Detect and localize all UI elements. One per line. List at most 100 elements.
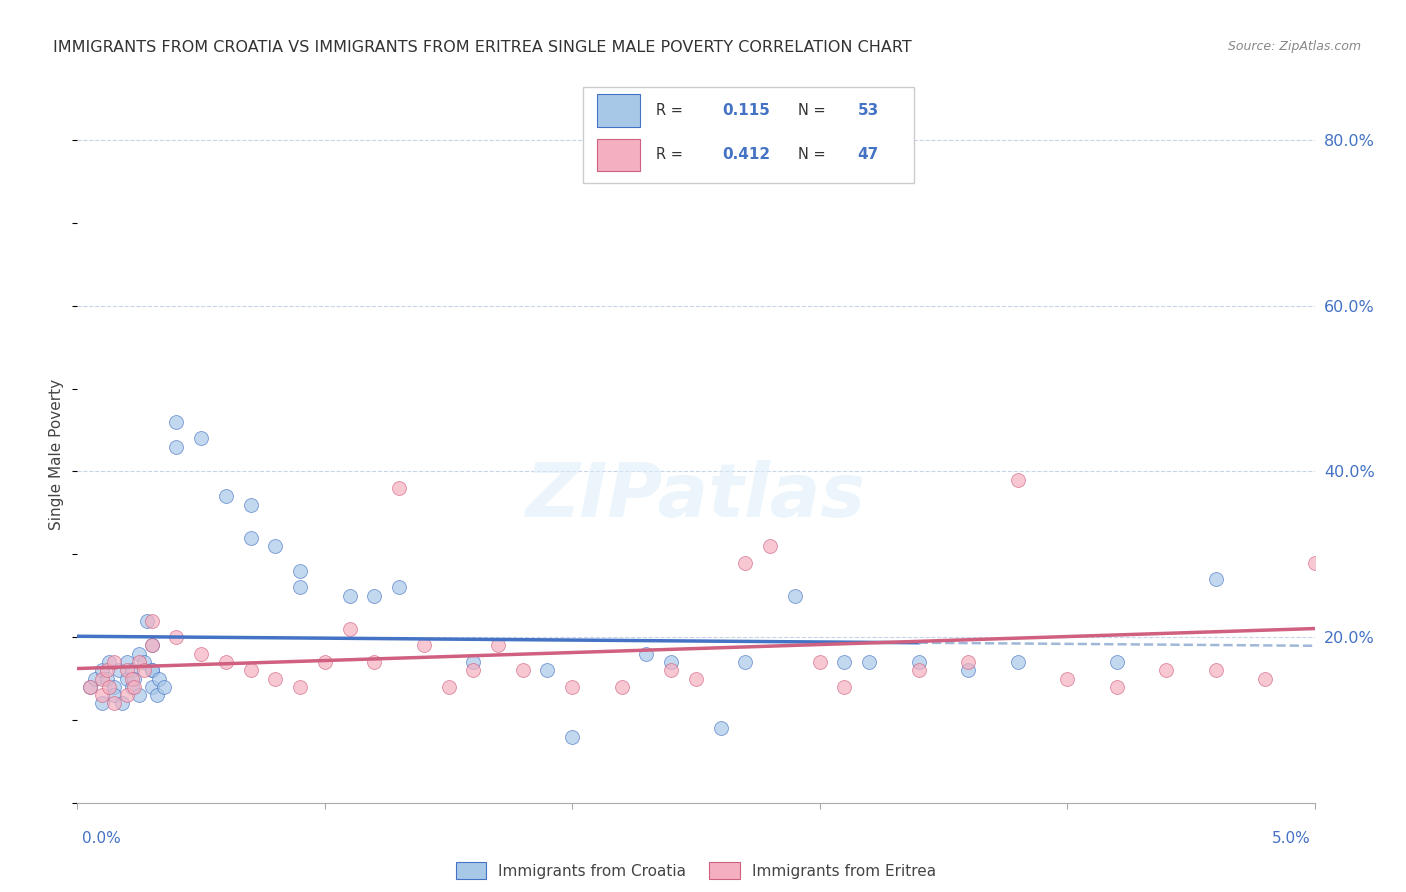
Point (91, 672, 114, 686)
Point (98, 680, 121, 694)
Point (1205, 572, 1227, 586)
Point (834, 655, 856, 669)
FancyBboxPatch shape (583, 87, 914, 183)
Point (1056, 672, 1078, 686)
Point (91, 663, 114, 677)
Point (103, 680, 125, 694)
Point (134, 663, 156, 677)
Point (103, 655, 125, 669)
Point (388, 581, 411, 595)
Point (91, 688, 114, 702)
Point (141, 680, 163, 694)
Point (141, 639, 163, 653)
Point (141, 663, 163, 677)
Text: N =: N = (799, 147, 825, 162)
Point (91, 697, 114, 711)
Point (111, 697, 134, 711)
Point (121, 663, 143, 677)
Point (145, 688, 167, 702)
Point (437, 680, 460, 694)
Point (215, 655, 238, 669)
Text: R =: R = (657, 147, 683, 162)
Point (128, 655, 150, 669)
Point (561, 680, 583, 694)
Point (734, 655, 756, 669)
Point (858, 655, 880, 669)
Point (463, 663, 485, 677)
Point (165, 415, 187, 429)
Point (141, 614, 163, 628)
Text: R =: R = (657, 103, 683, 118)
Text: 5.0%: 5.0% (1271, 831, 1310, 846)
Point (834, 680, 856, 694)
Point (96, 672, 118, 686)
Point (957, 663, 980, 677)
Point (115, 688, 138, 702)
Point (1105, 655, 1128, 669)
Point (561, 730, 583, 744)
Point (264, 672, 287, 686)
Point (215, 489, 238, 503)
Point (339, 622, 361, 636)
Point (288, 581, 311, 595)
Point (103, 688, 125, 702)
Point (734, 556, 756, 570)
Point (134, 655, 156, 669)
Point (536, 663, 558, 677)
Point (363, 655, 385, 669)
Point (412, 639, 434, 653)
Text: N =: N = (799, 103, 825, 118)
Text: Source: ZipAtlas.com: Source: ZipAtlas.com (1227, 40, 1361, 54)
Point (121, 680, 143, 694)
Point (165, 440, 187, 454)
Point (659, 655, 682, 669)
Point (239, 498, 262, 512)
Point (685, 672, 707, 686)
Text: 0.115: 0.115 (723, 103, 770, 118)
Point (98, 655, 121, 669)
Point (759, 539, 782, 553)
Bar (596, 138, 640, 171)
Point (121, 672, 143, 686)
Point (115, 672, 138, 686)
Point (190, 647, 212, 661)
Point (96, 663, 118, 677)
Point (141, 663, 163, 677)
Point (610, 680, 633, 694)
Point (783, 589, 806, 603)
Text: IMMIGRANTS FROM CROATIA VS IMMIGRANTS FROM ERITREA SINGLE MALE POVERTY CORRELATI: IMMIGRANTS FROM CROATIA VS IMMIGRANTS FR… (53, 40, 912, 55)
Point (808, 655, 831, 669)
Point (190, 431, 212, 445)
Point (388, 481, 411, 495)
Point (363, 589, 385, 603)
Point (128, 647, 150, 661)
Point (115, 663, 138, 677)
Point (1154, 663, 1177, 677)
Text: 47: 47 (858, 147, 879, 162)
Point (907, 663, 929, 677)
Point (148, 672, 170, 686)
Point (1007, 655, 1029, 669)
Text: 53: 53 (858, 103, 879, 118)
Legend: Immigrants from Croatia, Immigrants from Eritrea: Immigrants from Croatia, Immigrants from… (450, 855, 942, 886)
Point (165, 630, 187, 644)
Point (264, 539, 287, 553)
Point (710, 721, 733, 735)
Point (128, 688, 150, 702)
Point (83, 672, 105, 686)
Point (659, 663, 682, 677)
Point (339, 589, 361, 603)
Bar (596, 95, 640, 127)
Text: 0.0%: 0.0% (82, 831, 121, 846)
Point (288, 564, 311, 578)
Point (957, 655, 980, 669)
Point (135, 614, 157, 628)
Point (122, 680, 145, 694)
Point (1205, 663, 1227, 677)
Point (512, 663, 534, 677)
Point (486, 639, 509, 653)
Point (79, 680, 101, 694)
Point (239, 531, 262, 545)
Point (79, 680, 101, 694)
Text: 0.412: 0.412 (723, 147, 770, 162)
